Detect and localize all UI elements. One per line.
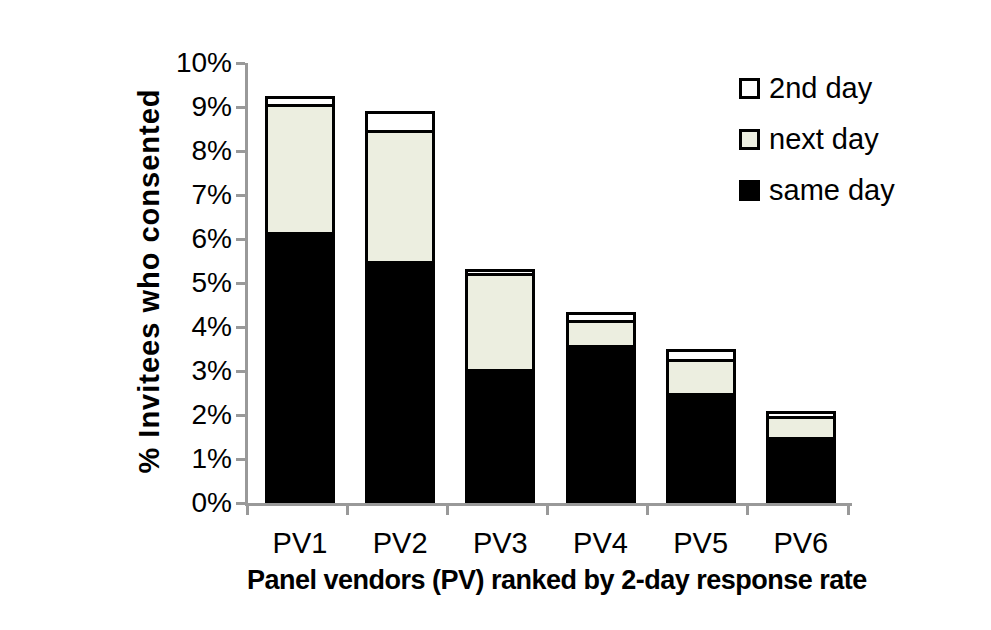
legend-item-next-day: next day — [739, 123, 895, 155]
bar-pv6 — [766, 411, 836, 503]
x-axis-tick — [646, 506, 649, 515]
y-axis-tick-label: 3% — [157, 355, 232, 387]
legend-swatch-same-day — [739, 180, 760, 201]
segment-next-day-pv3 — [465, 276, 535, 368]
legend-swatch-2nd-day — [739, 78, 760, 99]
bar-pv2 — [365, 111, 435, 503]
x-axis-tick — [746, 506, 749, 515]
y-axis-tick — [236, 238, 245, 241]
y-axis-tick — [236, 150, 245, 153]
segment-2nd-day-pv4 — [566, 312, 636, 323]
bar-pv5 — [666, 349, 736, 503]
segment-next-day-pv6 — [766, 419, 836, 437]
segment-same-day-pv4 — [566, 345, 636, 503]
segment-2nd-day-pv3 — [465, 269, 535, 276]
segment-2nd-day-pv2 — [365, 111, 435, 133]
x-axis-title: Panel vendors (PV) ranked by 2-day respo… — [247, 565, 848, 596]
segment-2nd-day-pv6 — [766, 411, 836, 420]
legend-label-next-day: next day — [769, 123, 879, 156]
segment-2nd-day-pv5 — [666, 349, 736, 362]
x-category-label-pv6: PV6 — [746, 527, 856, 559]
legend-swatch-next-day — [739, 129, 760, 150]
y-axis-tick-label: 1% — [157, 443, 232, 475]
segment-same-day-pv5 — [666, 393, 736, 503]
segment-same-day-pv2 — [365, 261, 435, 503]
x-category-label-pv3: PV3 — [445, 527, 555, 559]
x-category-label-pv1: PV1 — [245, 527, 355, 559]
x-axis-tick — [546, 506, 549, 515]
legend-item-same-day: same day — [739, 174, 895, 206]
bar-pv4 — [566, 312, 636, 503]
y-axis-tick — [236, 502, 245, 505]
x-axis-tick — [346, 506, 349, 515]
y-axis-tick-label: 6% — [157, 223, 232, 255]
y-axis-tick — [236, 370, 245, 373]
legend-label-same-day: same day — [769, 174, 895, 207]
segment-same-day-pv1 — [265, 232, 335, 503]
y-axis-tick — [236, 194, 245, 197]
legend-label-2nd-day: 2nd day — [769, 72, 872, 105]
y-axis — [245, 63, 248, 506]
bar-pv1 — [265, 96, 335, 503]
segment-next-day-pv5 — [666, 362, 736, 393]
y-axis-tick-label: 9% — [157, 91, 232, 123]
segment-2nd-day-pv1 — [265, 96, 335, 107]
y-axis-tick-label: 0% — [157, 487, 232, 519]
segment-same-day-pv6 — [766, 437, 836, 503]
x-category-label-pv5: PV5 — [646, 527, 756, 559]
legend: 2nd day next day same day — [739, 72, 895, 225]
y-axis-tick-label: 7% — [157, 179, 232, 211]
x-axis-tick — [847, 506, 850, 515]
y-axis-tick — [236, 106, 245, 109]
x-category-label-pv4: PV4 — [546, 527, 656, 559]
y-axis-tick-label: 8% — [157, 135, 232, 167]
x-axis-tick — [446, 506, 449, 515]
y-axis-tick — [236, 458, 245, 461]
x-category-label-pv2: PV2 — [345, 527, 455, 559]
bar-pv3 — [465, 269, 535, 503]
y-axis-tick — [236, 326, 245, 329]
y-axis-tick-label: 10% — [157, 47, 232, 79]
x-axis-tick — [246, 506, 249, 515]
segment-next-day-pv4 — [566, 323, 636, 345]
y-axis-tick — [236, 282, 245, 285]
y-axis-tick — [236, 62, 245, 65]
segment-same-day-pv3 — [465, 369, 535, 503]
y-axis-tick-label: 2% — [157, 399, 232, 431]
segment-next-day-pv2 — [365, 133, 435, 261]
y-axis-tick-label: 5% — [157, 267, 232, 299]
y-axis-tick-label: 4% — [157, 311, 232, 343]
chart-canvas: % Invitees who consented 0%1%2%3%4%5%6%7… — [0, 0, 991, 630]
legend-item-2nd-day: 2nd day — [739, 72, 895, 104]
segment-next-day-pv1 — [265, 107, 335, 232]
y-axis-tick — [236, 414, 245, 417]
